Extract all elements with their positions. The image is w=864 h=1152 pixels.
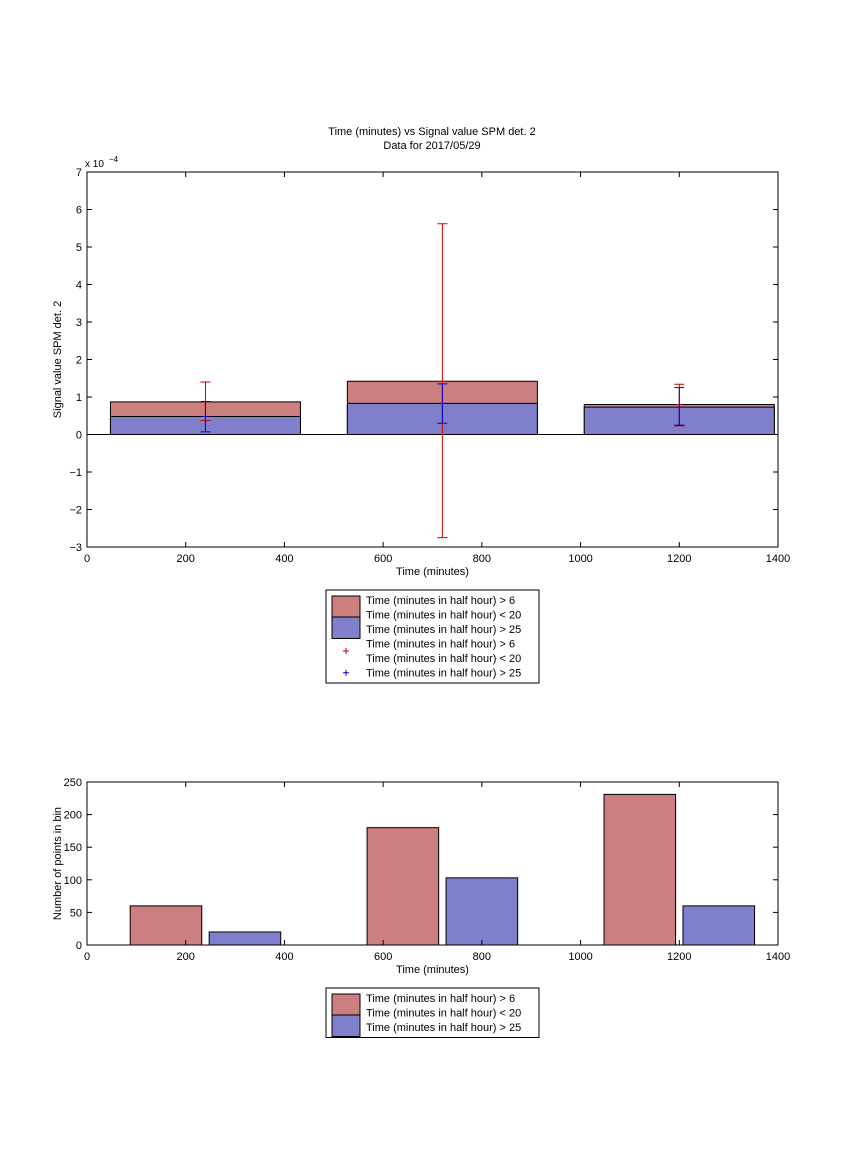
y-tick-label: 100 xyxy=(64,875,82,887)
x-tick-label: 1000 xyxy=(568,951,592,963)
x-tick-label: 800 xyxy=(473,553,491,565)
y-tick-label: 2 xyxy=(76,355,82,367)
x-tick-label: 0 xyxy=(84,553,90,565)
legend-swatch xyxy=(331,1014,361,1037)
chart-title: Time (minutes) vs Signal value SPM det. … xyxy=(328,126,535,138)
signal-plot-legend: Time (minutes in half hour) > 6 Time (min… xyxy=(325,589,540,684)
x-tick-label: 1400 xyxy=(766,553,790,565)
x-axis-label: Time (minutes) xyxy=(396,566,469,578)
chart-subtitle: Data for 2017/05/29 xyxy=(383,140,480,152)
y-exponent-label: x 10 xyxy=(85,159,104,170)
x-tick-label: 0 xyxy=(84,951,90,963)
x-tick-label: 1200 xyxy=(667,553,691,565)
y-tick-label: −3 xyxy=(69,542,82,554)
plot-frame xyxy=(86,781,779,946)
count-bar-series-2 xyxy=(682,905,756,946)
legend-label: Time (minutes in half hour) > 25 xyxy=(366,624,521,636)
y-tick-label: 0 xyxy=(76,430,82,442)
y-axis-label: Number of points in bin xyxy=(52,807,64,920)
legend-label: Time (minutes in half hour) < 20 xyxy=(366,610,521,622)
x-tick-label: 400 xyxy=(275,951,293,963)
legend-label: Time (minutes in half hour) > 6 xyxy=(366,595,515,607)
count-plot-legend: Time (minutes in half hour) > 6 Time (min… xyxy=(325,987,540,1038)
y-tick-label: 0 xyxy=(76,940,82,952)
y-tick-label: 5 xyxy=(76,242,82,254)
legend-label: Time (minutes in half hour) > 6 xyxy=(366,993,515,1005)
y-tick-label: 1 xyxy=(76,392,82,404)
y-tick-label: 200 xyxy=(64,810,82,822)
y-exponent-power: −4 xyxy=(109,155,119,164)
count-plot: 0 200 400 600 800 1000 1200 1400 0 50 100 150 200 250… xyxy=(52,777,790,976)
y-tick-label: 250 xyxy=(64,777,82,789)
y-tick-label: 150 xyxy=(64,842,82,854)
x-tick-label: 200 xyxy=(177,553,195,565)
legend-label: Time (minutes in half hour) < 20 xyxy=(366,1008,521,1020)
x-tick-label: 1000 xyxy=(568,553,592,565)
x-tick-label: 1400 xyxy=(766,951,790,963)
y-tick-label: 7 xyxy=(76,167,82,179)
x-tick-label: 600 xyxy=(374,553,392,565)
x-axis-label: Time (minutes) xyxy=(396,964,469,976)
x-tick-label: 600 xyxy=(374,951,392,963)
y-tick-label: −2 xyxy=(69,505,82,517)
count-bar-series-1 xyxy=(129,905,203,946)
count-bar-series-1 xyxy=(603,793,677,946)
y-tick-label: 50 xyxy=(70,907,82,919)
legend-swatch xyxy=(331,616,361,639)
plot-frame xyxy=(86,171,779,548)
x-tick-label: 400 xyxy=(275,553,293,565)
x-tick-label: 800 xyxy=(473,951,491,963)
x-tick-label: 1200 xyxy=(667,951,691,963)
y-tick-label: −1 xyxy=(69,467,82,479)
legend-label: Time (minutes in half hour) > 6 xyxy=(366,639,515,651)
legend-label: Time (minutes in half hour) > 25 xyxy=(366,1022,521,1034)
legend-box xyxy=(325,987,540,1038)
y-axis-label: Signal value SPM det. 2 xyxy=(52,301,64,418)
signal-plot: 0 200 400 600 800 1000 1200 1400 −3 −2 −1 0 1 2 3 4 5 6 7 T… xyxy=(52,155,790,578)
y-tick-label: 6 xyxy=(76,205,82,217)
x-tick-label: 200 xyxy=(177,951,195,963)
legend-box xyxy=(325,589,540,684)
legend-label: Time (minutes in half hour) > 25 xyxy=(366,668,521,680)
count-bar-series-2 xyxy=(445,877,519,946)
count-bar-series-2 xyxy=(208,931,282,946)
legend-label: Time (minutes in half hour) < 20 xyxy=(366,653,521,665)
count-bar-series-1 xyxy=(366,827,440,946)
y-tick-label: 3 xyxy=(76,317,82,329)
y-tick-label: 4 xyxy=(76,280,82,292)
